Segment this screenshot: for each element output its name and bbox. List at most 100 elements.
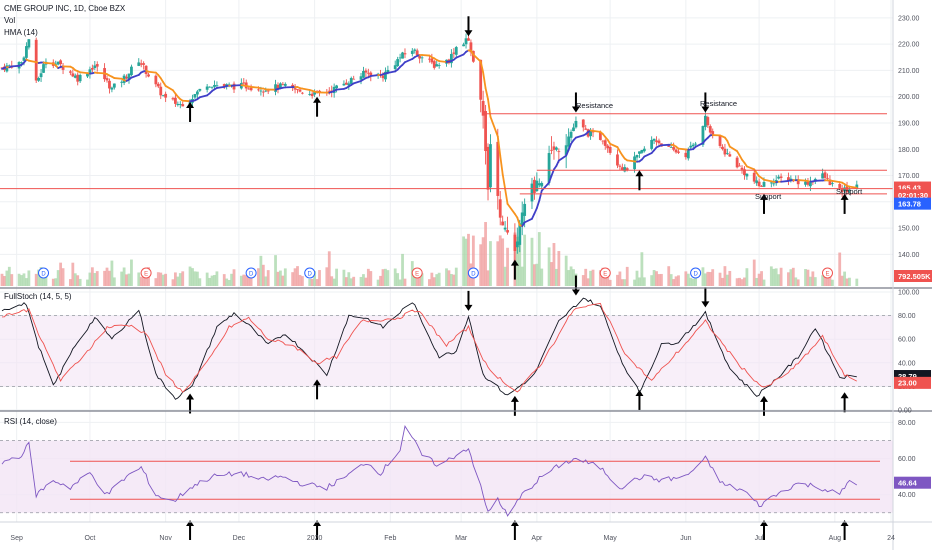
candle-body — [159, 86, 163, 96]
arrow-head — [840, 392, 849, 399]
hma-segment — [352, 80, 362, 85]
candle-body — [728, 154, 732, 157]
candle-body — [25, 46, 28, 58]
hma-segment — [250, 86, 260, 89]
x-tick-label: Dec — [233, 535, 246, 542]
candle-body — [603, 140, 607, 146]
volume-bar — [393, 268, 397, 286]
candle-body — [762, 182, 766, 187]
volume-bar — [315, 279, 319, 286]
support-resistance-lines[interactable] — [0, 113, 893, 195]
volume-bar — [332, 278, 336, 286]
volume-bar — [193, 271, 197, 286]
up-arrow[interactable] — [510, 520, 519, 540]
candle-body — [108, 80, 111, 89]
up-arrow[interactable] — [760, 395, 768, 416]
candle-body — [674, 149, 678, 153]
candle-body — [205, 86, 209, 90]
up-arrow[interactable] — [510, 395, 519, 416]
candle-body — [479, 59, 483, 100]
down-arrow[interactable] — [571, 92, 580, 113]
up-arrow[interactable] — [840, 520, 849, 540]
candle-body — [90, 67, 94, 70]
volume-bar — [181, 271, 185, 286]
volume-bar — [298, 274, 302, 286]
up-arrow[interactable] — [313, 520, 322, 540]
candle-body — [711, 131, 715, 136]
volume-bar — [178, 273, 182, 286]
down-arrow[interactable] — [464, 16, 473, 37]
last-price-tag-text: 165.43 — [898, 183, 921, 192]
candle-body — [677, 151, 680, 153]
stoch-d-tag-text: 23.00 — [898, 379, 917, 388]
hma-segment — [535, 199, 541, 209]
up-arrow[interactable] — [186, 101, 195, 122]
event-marker[interactable]: D — [38, 267, 50, 279]
candle-body — [156, 83, 160, 87]
y-tick-label: 170.00 — [898, 173, 920, 180]
down-arrow[interactable] — [701, 92, 710, 113]
candle-body — [127, 73, 131, 81]
hma-segment — [501, 173, 507, 190]
candle-body — [540, 182, 544, 187]
candle-body — [757, 181, 761, 187]
candle-body — [274, 84, 277, 92]
up-arrow[interactable] — [840, 392, 849, 413]
volume-bar — [398, 279, 402, 286]
up-arrow[interactable] — [186, 520, 195, 540]
event-marker[interactable]: E — [411, 267, 423, 279]
candle-body — [147, 74, 150, 77]
volume-bar — [90, 267, 94, 286]
volume-bar — [198, 278, 202, 286]
countdown-tag-text: 02:01:30 — [898, 191, 928, 200]
indicator-bands — [0, 315, 893, 514]
x-tick-label: Sep — [10, 535, 23, 542]
up-arrow[interactable] — [760, 520, 768, 540]
candle-body — [398, 57, 402, 59]
candle-body — [249, 87, 253, 91]
event-letter: D — [308, 271, 313, 277]
up-arrow[interactable] — [313, 96, 322, 117]
volume-bar — [471, 235, 475, 286]
up-arrow[interactable] — [635, 170, 644, 191]
down-arrow[interactable] — [464, 290, 473, 311]
event-marker[interactable]: E — [140, 267, 152, 279]
down-arrow[interactable] — [701, 287, 710, 308]
volume-bar — [435, 274, 439, 286]
event-marker[interactable]: D — [304, 267, 316, 279]
volume-bar — [276, 271, 280, 286]
down-arrow[interactable] — [571, 275, 580, 296]
volume-bar — [156, 272, 160, 286]
event-marker[interactable]: D — [245, 267, 257, 279]
up-arrow[interactable] — [313, 379, 322, 400]
up-arrow[interactable] — [510, 259, 519, 280]
up-arrow[interactable] — [760, 193, 768, 214]
candle-body — [806, 180, 810, 185]
event-marker[interactable]: D — [690, 267, 702, 279]
event-marker[interactable]: D — [467, 267, 479, 279]
signal-arrows[interactable] — [186, 16, 849, 540]
volume-bar — [445, 268, 448, 286]
volume-bar — [486, 270, 490, 286]
candle-body — [61, 65, 65, 70]
up-arrow[interactable] — [840, 193, 849, 214]
volume-bar — [369, 271, 373, 286]
candle-body — [161, 95, 165, 97]
volume-bar — [420, 273, 424, 286]
event-marker[interactable]: E — [599, 267, 611, 279]
up-arrow[interactable] — [635, 389, 644, 410]
candle-body — [743, 169, 746, 176]
hma-segment — [592, 129, 602, 133]
candle-body — [471, 50, 475, 62]
volume-bar — [462, 236, 465, 286]
arrow-head — [701, 106, 710, 113]
candle-body — [555, 147, 558, 150]
volume-bar — [144, 271, 148, 286]
hma-segment — [540, 181, 550, 192]
hma-segment — [567, 142, 572, 151]
time-axis[interactable]: Sep Oct Nov Dec 2020 Feb Mar Apr May Jun Jul Aug 24 — [10, 535, 895, 542]
event-marker[interactable]: E — [822, 267, 833, 279]
